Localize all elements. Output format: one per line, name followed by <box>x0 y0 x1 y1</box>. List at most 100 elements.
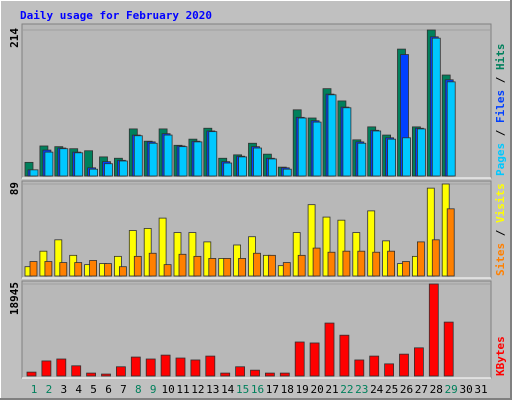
x-tick-label: 24 <box>370 383 384 396</box>
bar <box>428 283 439 377</box>
bar <box>208 131 218 177</box>
bar <box>327 251 336 277</box>
x-tick-label: 26 <box>400 383 413 396</box>
x-tick-label: 22 <box>340 383 353 396</box>
bar <box>250 369 260 377</box>
bar <box>357 142 367 177</box>
x-tick-label: 3 <box>60 383 67 396</box>
bar <box>413 347 424 377</box>
bar <box>253 252 261 277</box>
bar <box>357 250 366 277</box>
bar <box>74 262 83 277</box>
x-tick-label: 20 <box>310 383 323 396</box>
x-tick-label: 4 <box>75 383 82 396</box>
x-tick-label: 28 <box>430 383 443 396</box>
legend-separator: / <box>494 223 507 243</box>
chart-title: Daily usage for February 2020 <box>20 9 212 22</box>
x-tick-label: 13 <box>206 383 219 396</box>
bar <box>119 160 128 177</box>
bar <box>384 363 395 377</box>
x-tick-label: 17 <box>266 383 279 396</box>
bar <box>402 137 411 177</box>
bar <box>133 255 142 277</box>
bar <box>312 121 322 177</box>
bar <box>312 247 321 277</box>
bar <box>130 356 141 377</box>
bar <box>431 37 441 177</box>
bar <box>116 366 126 377</box>
legend-entry: KBytes <box>494 336 507 376</box>
bar <box>426 187 435 277</box>
bar <box>282 168 292 177</box>
bar <box>282 262 291 277</box>
bar <box>208 258 217 277</box>
panel <box>21 280 492 379</box>
bar <box>133 135 143 177</box>
x-tick-label: 12 <box>191 383 204 396</box>
bar <box>279 372 290 377</box>
bar <box>205 355 216 377</box>
bar <box>190 359 201 377</box>
bar <box>44 151 54 177</box>
x-tick-label: 27 <box>415 383 428 396</box>
bar <box>223 258 232 277</box>
bar <box>26 371 37 377</box>
legend: KBytes <box>494 336 507 376</box>
x-tick-label: 25 <box>385 383 398 396</box>
bar <box>193 141 203 177</box>
bar <box>297 117 307 177</box>
bar <box>324 322 335 377</box>
x-tick-label: 19 <box>296 383 309 396</box>
bar <box>339 334 350 377</box>
bar <box>29 261 38 277</box>
x-tick-label: 15 <box>236 383 249 396</box>
x-tick-label: 16 <box>251 383 264 396</box>
x-tick-label: 6 <box>105 383 112 396</box>
bar <box>402 261 410 277</box>
x-tick-label: 31 <box>474 383 487 396</box>
bar <box>74 152 84 177</box>
bar <box>253 147 262 177</box>
legend-separator: / <box>494 70 507 90</box>
bar <box>104 263 112 277</box>
bar <box>54 239 63 277</box>
bar <box>238 156 248 177</box>
bar <box>297 254 306 277</box>
bar <box>342 107 352 177</box>
legend-entry: Sites <box>494 243 507 276</box>
bar <box>292 232 301 277</box>
bar <box>387 250 396 277</box>
bar <box>89 168 98 177</box>
bar <box>178 253 187 277</box>
bar <box>267 158 277 177</box>
bar <box>264 372 275 377</box>
bar <box>387 138 397 177</box>
bar <box>101 373 111 377</box>
bar <box>175 357 186 377</box>
bar <box>160 354 171 377</box>
bar <box>416 128 426 177</box>
bar <box>399 353 409 377</box>
x-tick-label: 9 <box>150 383 157 396</box>
bar <box>128 230 137 277</box>
bar <box>235 366 246 377</box>
bar <box>104 163 113 177</box>
bar <box>309 342 320 377</box>
bar <box>178 146 188 177</box>
bar <box>86 372 96 377</box>
bar <box>41 360 52 377</box>
legend-separator: / <box>494 123 507 143</box>
x-tick-label: 1 <box>31 383 38 396</box>
x-tick-label: 21 <box>325 383 338 396</box>
bar <box>238 258 247 277</box>
bar <box>446 208 455 277</box>
bar <box>71 365 82 377</box>
bar <box>446 81 456 177</box>
bar <box>372 251 381 277</box>
x-tick-label: 5 <box>90 383 97 396</box>
bar <box>322 216 331 277</box>
bar <box>220 372 231 377</box>
legend: Sites / Visits <box>494 183 507 276</box>
x-tick-label: 14 <box>221 383 235 396</box>
